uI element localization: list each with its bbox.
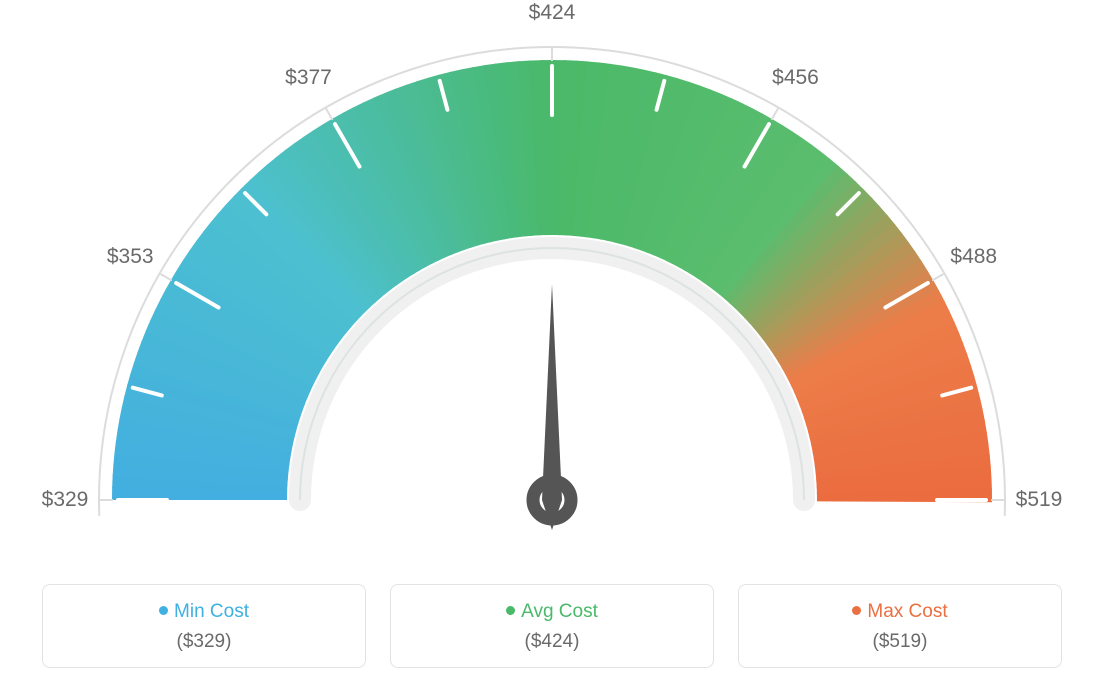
- legend-row: Min Cost ($329) Avg Cost ($424) Max Cost…: [42, 584, 1062, 668]
- legend-dot-max: [852, 606, 861, 615]
- legend-text-min: Min Cost: [174, 601, 249, 622]
- legend-label-min: Min Cost: [53, 601, 355, 623]
- legend-dot-min: [159, 606, 168, 615]
- legend-label-max: Max Cost: [749, 601, 1051, 623]
- legend-text-avg: Avg Cost: [521, 601, 598, 622]
- legend-label-avg: Avg Cost: [401, 601, 703, 623]
- gauge-tick-label: $488: [950, 245, 997, 269]
- gauge-tick-label: $329: [42, 488, 89, 512]
- legend-value-min: ($329): [53, 631, 355, 653]
- gauge-tick-label: $519: [1016, 488, 1063, 512]
- gauge-tick-label: $456: [772, 66, 819, 90]
- legend-text-max: Max Cost: [867, 601, 947, 622]
- gauge-tick-label: $353: [107, 245, 154, 269]
- gauge-tick-label: $377: [285, 66, 332, 90]
- legend-card-max: Max Cost ($519): [738, 584, 1062, 668]
- cost-gauge-container: $329 $353 $377 $424 $456 $488 $519 Min Cost ($…: [0, 0, 1104, 690]
- legend-card-min: Min Cost ($329): [42, 584, 366, 668]
- legend-card-avg: Avg Cost ($424): [390, 584, 714, 668]
- legend-value-max: ($519): [749, 631, 1051, 653]
- legend-value-avg: ($424): [401, 631, 703, 653]
- gauge-chart: $329 $353 $377 $424 $456 $488 $519: [0, 0, 1104, 560]
- legend-dot-avg: [506, 606, 515, 615]
- gauge-tick-label: $424: [529, 1, 576, 25]
